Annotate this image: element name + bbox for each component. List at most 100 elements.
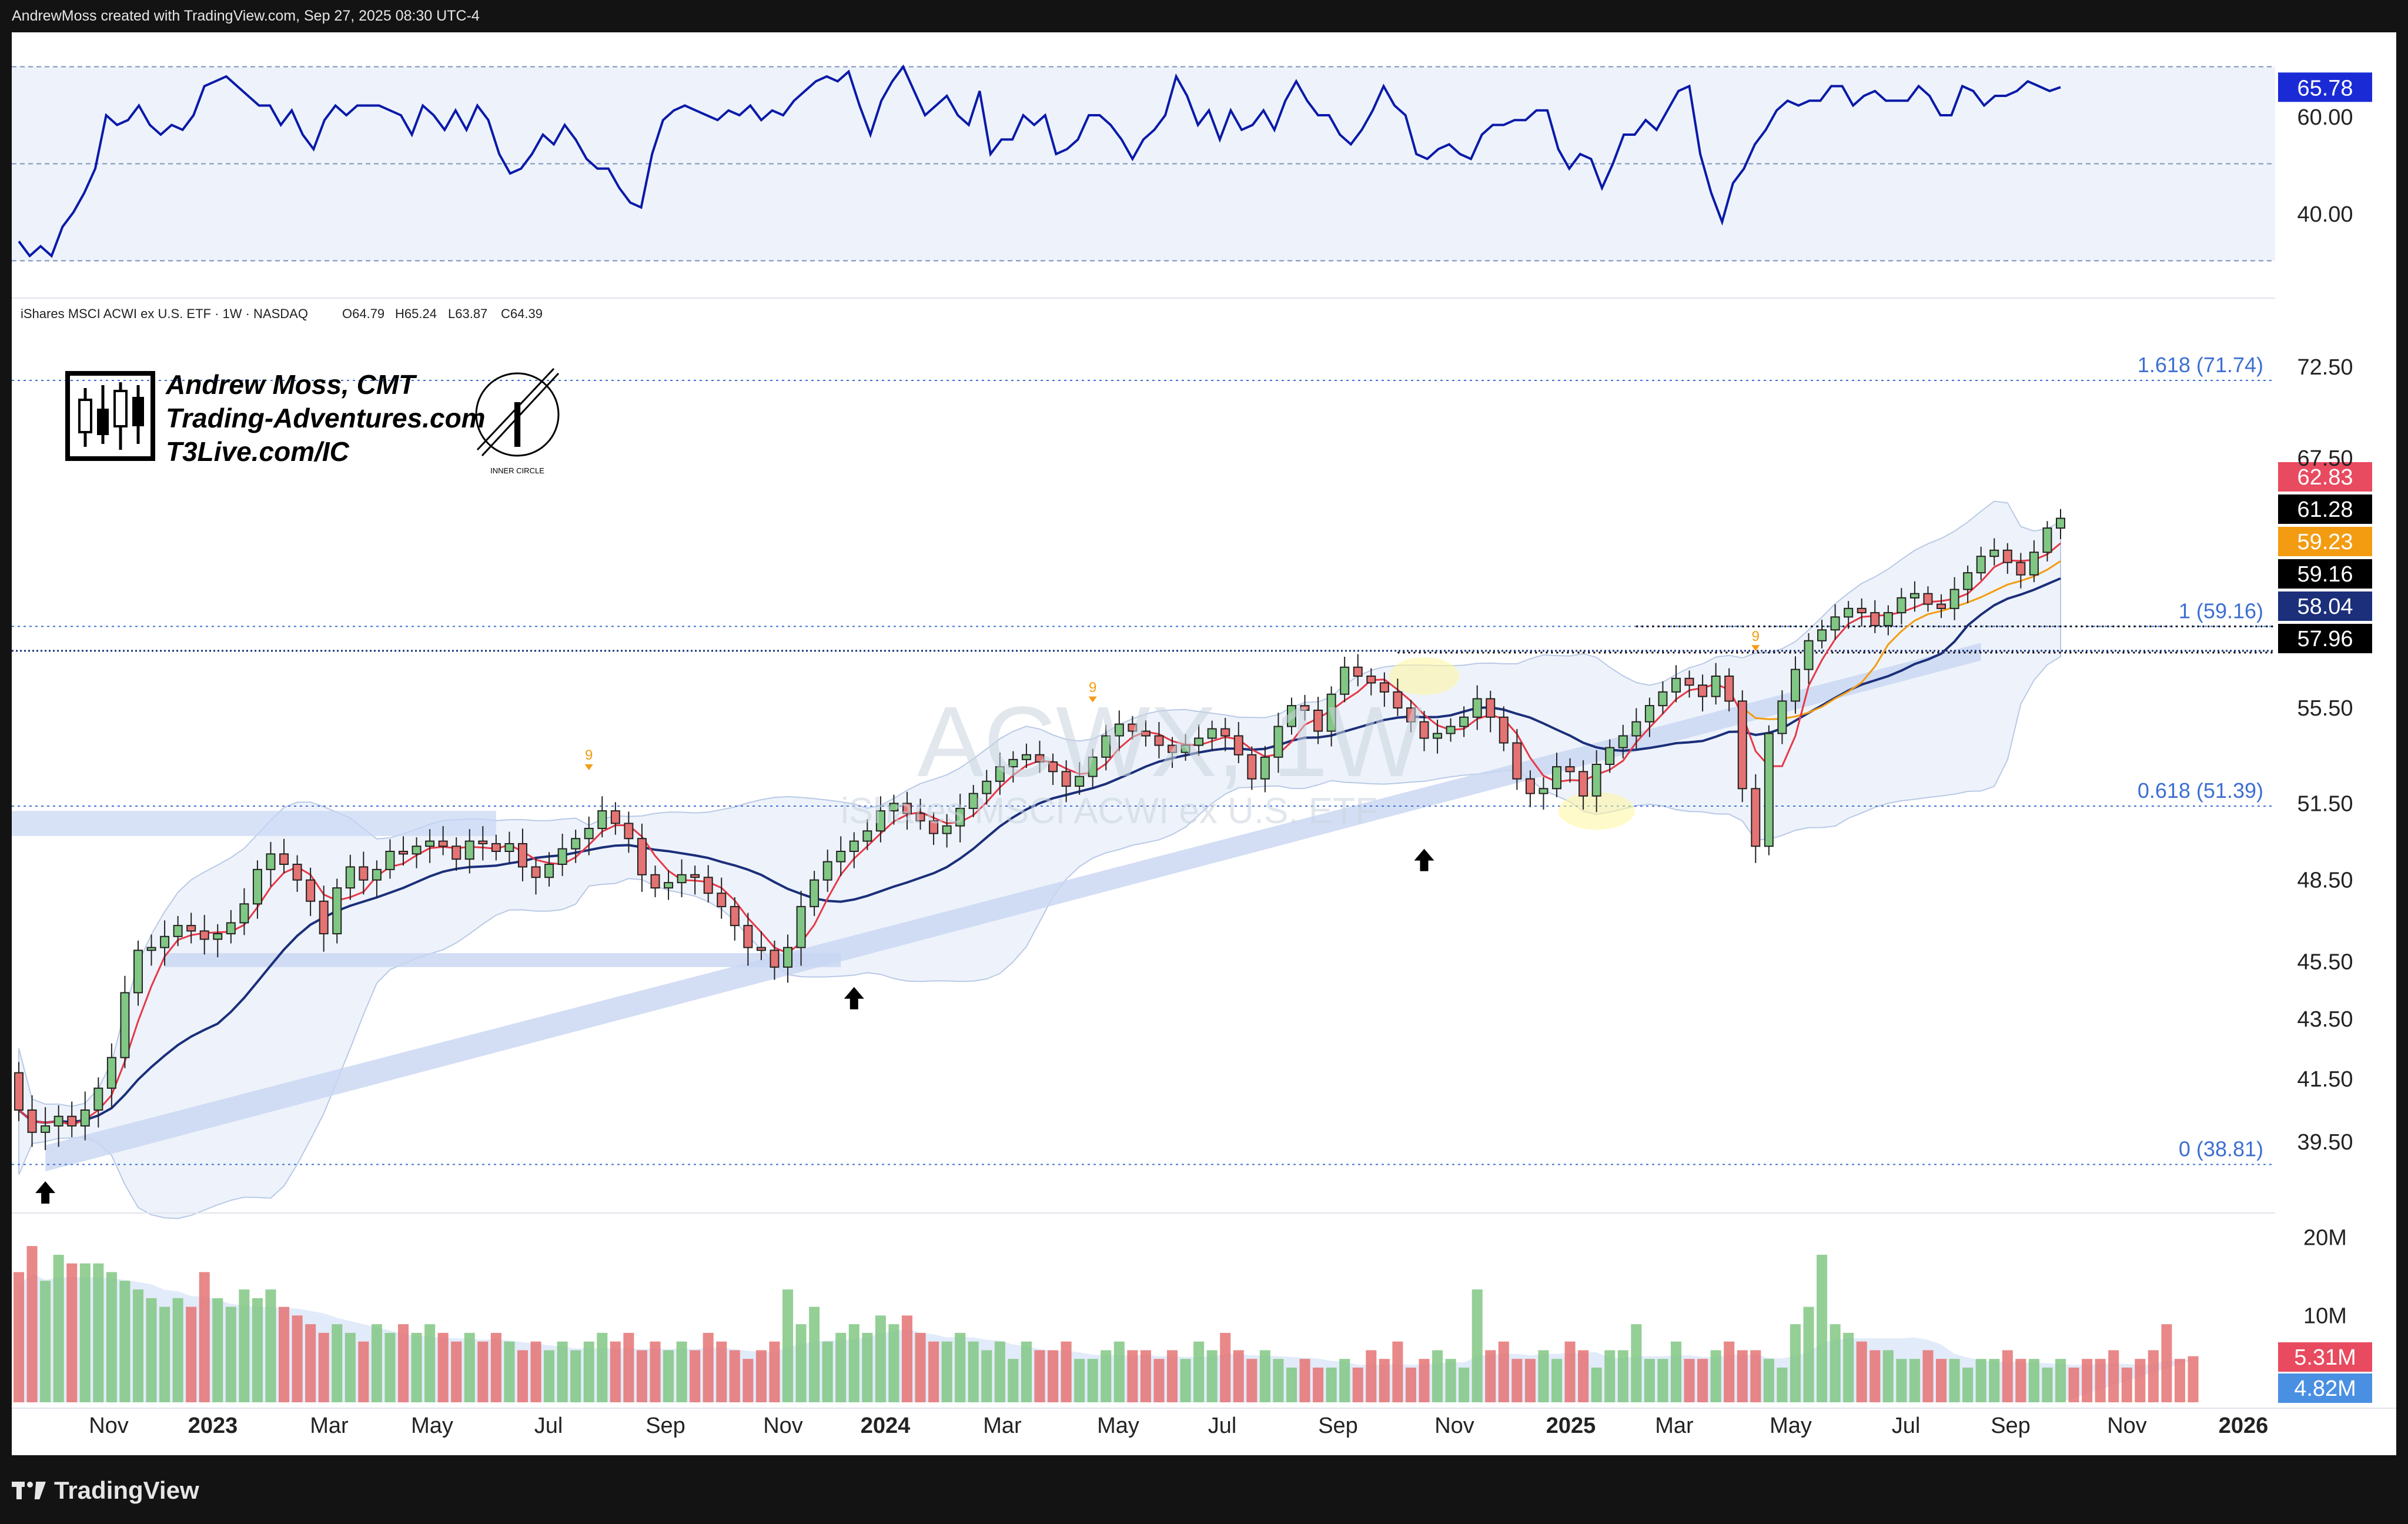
candle[interactable] [41,1125,51,1133]
rsi-line[interactable] [18,64,2061,258]
candle[interactable] [531,866,541,878]
volume-bar[interactable] [2188,1356,2199,1402]
candle[interactable] [849,840,859,853]
candle[interactable] [703,877,713,894]
volume-bar[interactable] [888,1324,899,1402]
volume-bar[interactable] [26,1246,38,1402]
volume-bar[interactable] [809,1306,820,1402]
candle[interactable] [1128,723,1138,732]
candle[interactable] [199,930,209,940]
volume-bar[interactable] [1101,1350,1112,1402]
volume-bar[interactable] [1790,1324,1801,1402]
volume-bar[interactable] [848,1324,859,1402]
candle[interactable] [982,780,992,794]
candle[interactable] [1644,705,1654,723]
volume-bar[interactable] [782,1289,794,1402]
volume-bar[interactable] [199,1272,210,1402]
volume-pane[interactable]: 5.31M 4.82M [13,1246,2372,1403]
candle[interactable] [1035,754,1045,763]
candle[interactable] [677,874,687,884]
candle[interactable] [133,950,143,994]
volume-bar[interactable] [2002,1350,2013,1402]
volume-bar[interactable] [517,1350,528,1402]
candle[interactable] [1552,766,1562,790]
volume-bar[interactable] [1008,1359,1019,1402]
candle[interactable] [1539,788,1549,794]
candle[interactable] [1393,691,1403,709]
volume-bar[interactable] [1074,1359,1085,1402]
candle[interactable] [1751,788,1761,847]
volume-bar[interactable] [835,1332,847,1402]
candle[interactable] [80,1109,90,1127]
volume-bar[interactable] [119,1281,131,1402]
volume-bar[interactable] [2015,1359,2026,1402]
candle[interactable] [690,874,700,878]
candle[interactable] [1472,698,1482,718]
volume-bar[interactable] [676,1341,687,1402]
volume-bar[interactable] [981,1350,992,1402]
volume-bar[interactable] [1511,1359,1523,1402]
volume-bar[interactable] [1737,1350,1748,1402]
volume-bar[interactable] [623,1332,634,1402]
volume-bar[interactable] [40,1281,51,1402]
volume-bar[interactable] [1843,1332,1854,1402]
candle[interactable] [1088,756,1098,777]
candle[interactable] [292,863,302,881]
candle[interactable] [2042,527,2052,553]
volume-bar[interactable] [1326,1367,1337,1402]
candle[interactable] [902,803,912,814]
volume-bar[interactable] [345,1332,356,1402]
candle[interactable] [1366,675,1376,684]
volume-bar[interactable] [822,1341,833,1402]
volume-bar[interactable] [172,1298,183,1402]
volume-bar[interactable] [743,1359,754,1402]
candle[interactable] [372,868,382,881]
candle[interactable] [637,838,647,875]
volume-bar[interactable] [1644,1359,1655,1402]
candle[interactable] [412,845,422,855]
volume-bar[interactable] [2148,1350,2159,1402]
volume-bar[interactable] [13,1272,25,1402]
slow-moving-average[interactable] [18,577,2061,1124]
candle[interactable] [226,922,236,935]
candle[interactable] [27,1109,37,1133]
candle[interactable] [399,851,408,855]
candle[interactable] [1764,733,1774,847]
volume-bar[interactable] [530,1341,541,1402]
volume-bar[interactable] [915,1332,926,1402]
volume-bar[interactable] [358,1341,369,1402]
volume-bar[interactable] [1856,1341,1867,1402]
candle[interactable] [1963,572,1973,590]
candle[interactable] [1101,735,1111,758]
volume-bar[interactable] [1166,1350,1178,1402]
volume-bar[interactable] [1657,1359,1668,1402]
candle[interactable] [810,879,820,907]
volume-bar[interactable] [703,1332,714,1402]
candle[interactable] [875,810,885,832]
volume-bar[interactable] [1087,1359,1098,1402]
volume-bar[interactable] [451,1341,462,1402]
candle[interactable] [1154,735,1164,746]
volume-bar[interactable] [1485,1350,1496,1402]
volume-bar[interactable] [544,1350,555,1402]
candle[interactable] [1844,607,1854,618]
volume-bar[interactable] [2108,1350,2119,1402]
volume-bar[interactable] [1352,1367,1363,1402]
candle[interactable] [1737,700,1747,790]
candle[interactable] [239,903,249,924]
candle[interactable] [1671,677,1681,693]
price-pane[interactable]: 1.618 (71.74) 1 (59.16) 0.618 (51.39) 0 (38… [12,353,2372,1214]
candle[interactable] [610,810,620,824]
candle[interactable] [1937,603,1947,609]
volume-bar[interactable] [1180,1359,1191,1402]
candle[interactable] [1433,733,1443,739]
candle[interactable] [1286,705,1296,727]
volume-bar[interactable] [159,1306,170,1402]
volume-bar[interactable] [1697,1359,1708,1402]
volume-bar[interactable] [146,1298,157,1402]
candle[interactable] [1499,716,1509,744]
volume-bar[interactable] [490,1332,501,1402]
candle[interactable] [1260,756,1270,780]
candle[interactable] [1273,726,1283,758]
volume-bar[interactable] [1817,1255,1828,1402]
